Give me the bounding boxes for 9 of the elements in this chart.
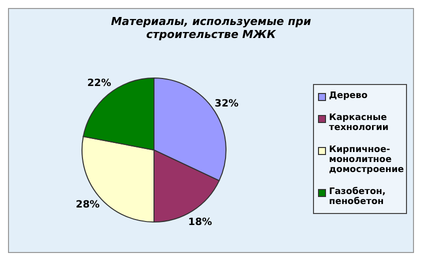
data-label: 18%	[188, 217, 212, 228]
data-label: 22%	[87, 78, 112, 90]
legend-label: Каркасные технологии	[329, 112, 390, 132]
chart-title: Материалы, используемые при строительстве МЖК	[110, 14, 312, 43]
data-label: 28%	[76, 199, 100, 210]
legend-label: Газобетон, пенобетон	[329, 186, 387, 206]
legend-label: Кирпичное-монолитное домостроение	[329, 144, 404, 174]
legend-label: Дерево	[329, 90, 368, 100]
data-label: 32%	[214, 98, 239, 110]
